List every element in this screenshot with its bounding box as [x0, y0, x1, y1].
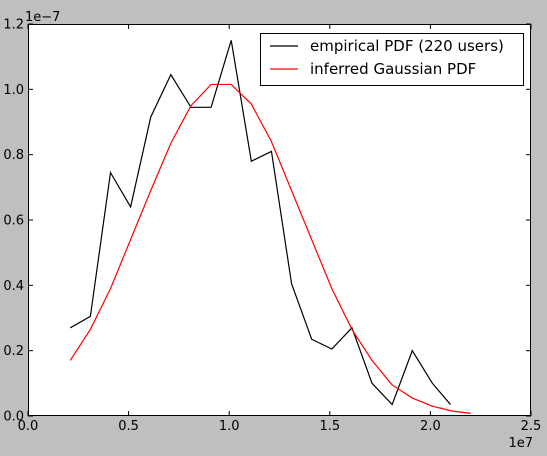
y-tick-label: 0.2 [3, 344, 24, 359]
y-tick-label: 0.4 [3, 279, 24, 294]
series-line-2 [69, 83, 471, 414]
y-tick-label: 0.0 [3, 410, 24, 425]
legend-label-2: inferred Gaussian PDF [310, 60, 476, 78]
y-tick-label: 0.8 [3, 148, 24, 163]
legend-label-1: empirical PDF (220 users) [310, 37, 504, 55]
ticks-layer: 0.0 0.5 1.0 1.5 2.0 2.5 0.0 0.2 0.4 0.6 0.8 1.0 1.2 [3, 18, 541, 435]
x-tick-label: 0.5 [118, 419, 139, 434]
x-offset-label: 1e7 [508, 436, 533, 451]
plot-area [28, 24, 531, 416]
x-tick-label: 2.0 [420, 419, 441, 434]
legend: empirical PDF (220 users) inferred Gaussi… [260, 33, 524, 86]
y-tick-label: 0.6 [3, 214, 24, 229]
x-tick-label: 0.0 [18, 419, 39, 434]
y-tick-label: 1.2 [3, 18, 24, 33]
legend-box [260, 33, 524, 86]
x-tick-label: 2.5 [521, 419, 542, 434]
y-tick-label: 1.0 [3, 83, 24, 98]
x-tick-label: 1.5 [319, 419, 340, 434]
series-layer [69, 40, 471, 414]
series-line-1 [69, 40, 451, 406]
y-offset-label: 1e−7 [25, 10, 60, 25]
x-tick-label: 1.0 [219, 419, 240, 434]
